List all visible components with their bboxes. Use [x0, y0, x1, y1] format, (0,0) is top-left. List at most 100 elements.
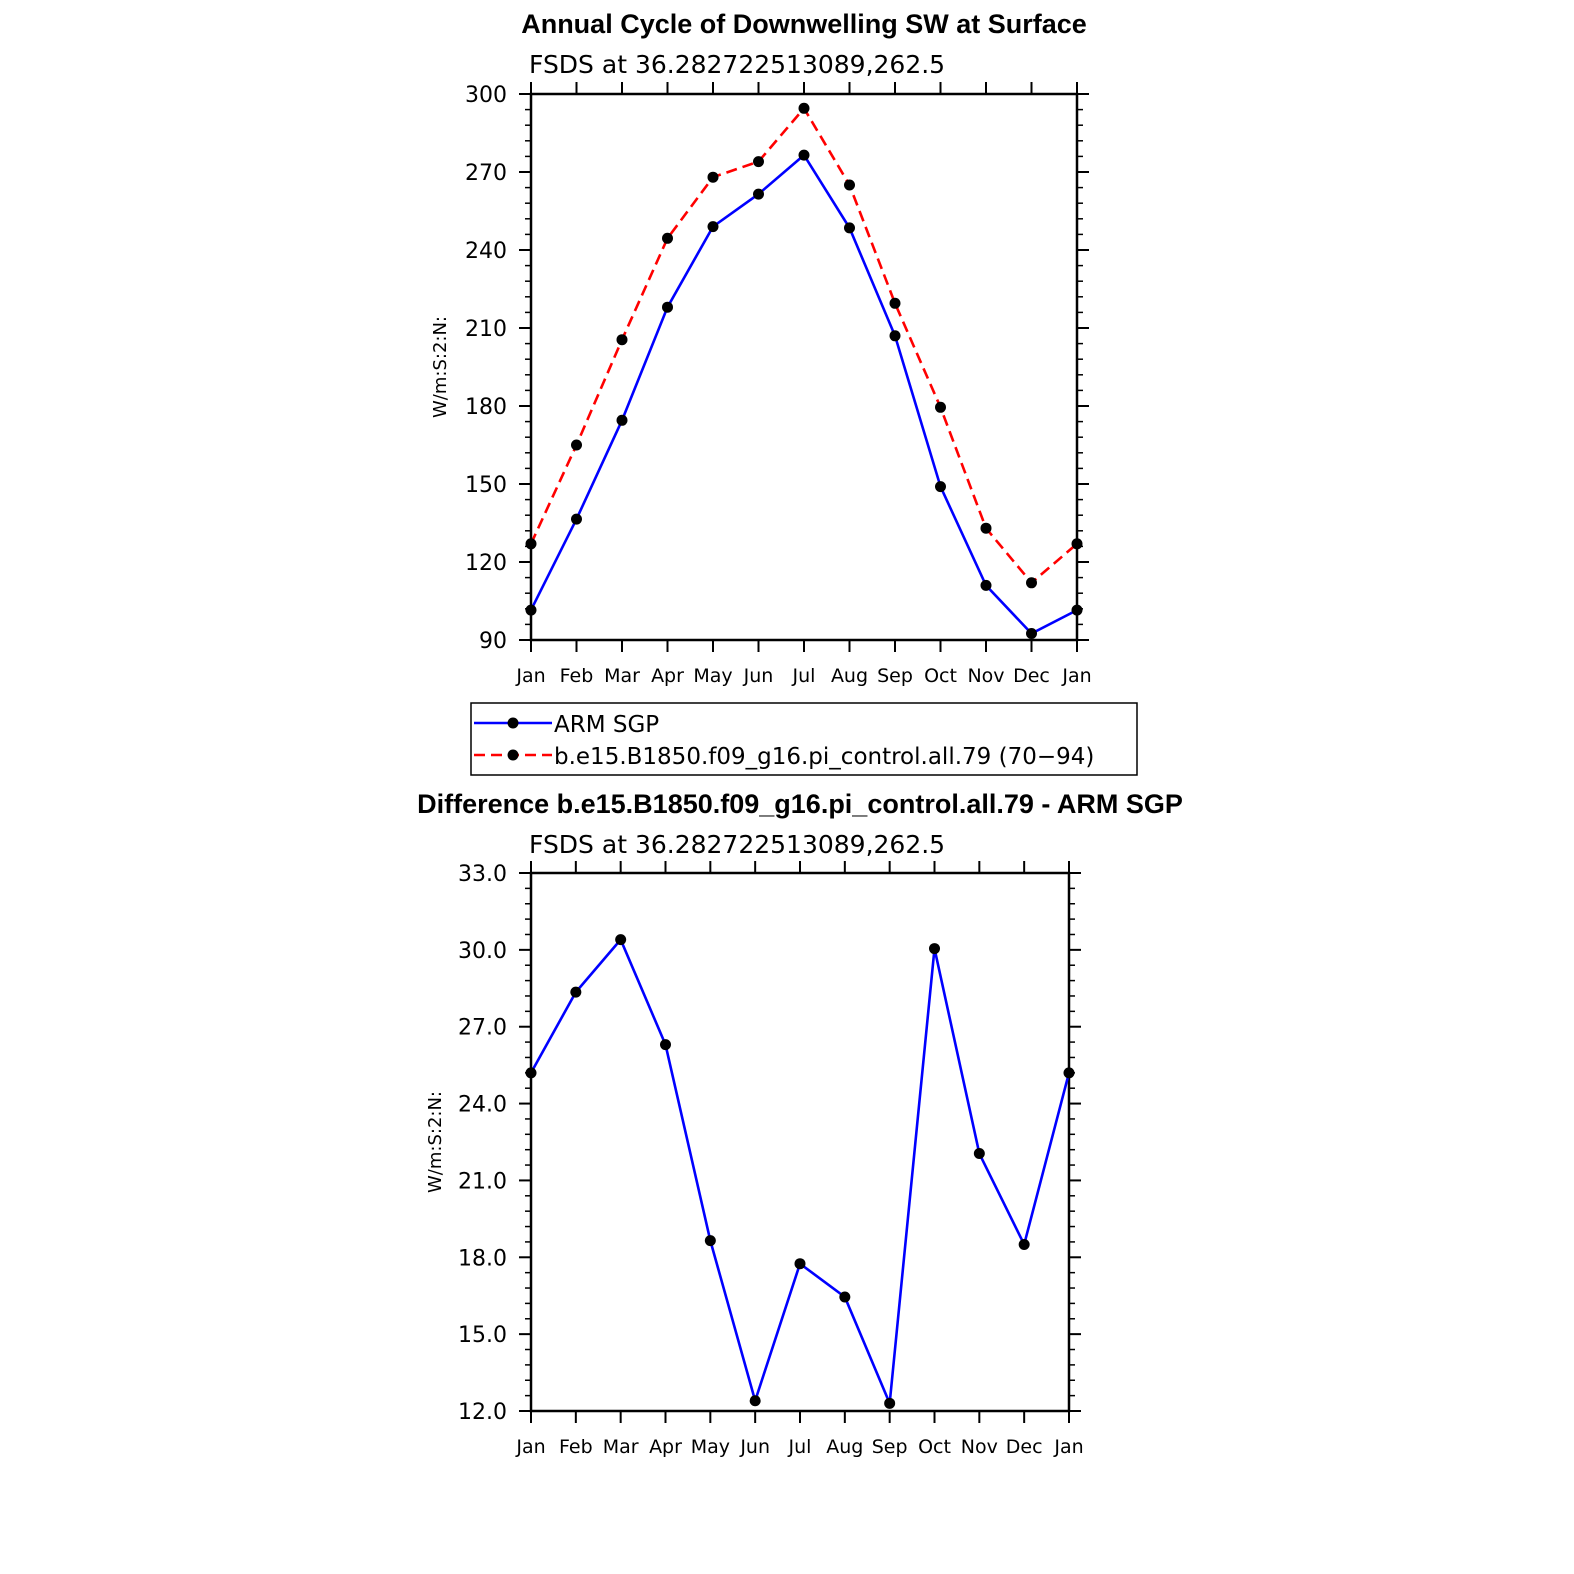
data-point-s1: [707, 221, 719, 233]
data-point-s2: [1071, 538, 1083, 550]
x-tick-label: Apr: [649, 1436, 682, 1458]
chart-subtitle: FSDS at 36.282722513089,262.5: [529, 830, 945, 859]
legend-swatch-marker-2: [507, 749, 519, 761]
y-tick-label: 30.0: [458, 939, 507, 964]
x-tick-label: Jan: [1061, 665, 1091, 687]
data-point-s2: [889, 297, 901, 309]
data-point-s1: [1071, 604, 1083, 616]
data-point-s1: [935, 481, 946, 493]
data-point-s1: [1018, 1238, 1030, 1250]
x-tick-label: Aug: [831, 665, 868, 687]
x-tick-label: Apr: [651, 665, 684, 687]
data-point-s1: [973, 1148, 985, 1160]
data-point-s1: [662, 301, 673, 313]
data-point-s1: [844, 222, 855, 234]
x-tick-label: Jun: [743, 665, 774, 687]
data-point-s1: [525, 604, 537, 616]
x-tick-label: Mar: [603, 1436, 639, 1458]
x-tick-label: Jan: [515, 1436, 545, 1458]
x-tick-label: Feb: [559, 1436, 593, 1458]
data-point-s2: [616, 334, 628, 346]
chart-subtitle: FSDS at 36.282722513089,262.5: [529, 50, 945, 79]
chart-panel-2: Difference b.e15.B1850.f09_g16.pi_contro…: [417, 789, 1183, 1458]
data-point-s1: [1063, 1067, 1075, 1079]
x-tick-label: May: [691, 1436, 730, 1458]
data-point-s1: [749, 1395, 761, 1407]
x-tick-label: Oct: [918, 1436, 951, 1458]
x-tick-label: Mar: [604, 665, 640, 687]
chart-title: Annual Cycle of Downwelling SW at Surfac…: [521, 9, 1087, 39]
series-line-1: [529, 153, 1078, 636]
x-tick-label: Jul: [792, 665, 816, 687]
x-tick-label: Jul: [788, 1436, 812, 1458]
x-tick-label: Aug: [826, 1436, 863, 1458]
data-point-s2: [525, 538, 537, 550]
plot-frame: [529, 871, 1071, 1413]
y-tick-label: 21.0: [458, 1169, 507, 1194]
data-point-s1: [798, 149, 810, 161]
data-point-s1: [616, 414, 628, 426]
y-axis-label: W/m:S:2:N:: [430, 316, 451, 418]
data-point-s1: [839, 1291, 851, 1303]
legend: ARM SGP b.e15.B1850.f09_g16.pi_control.al…: [470, 702, 1138, 776]
data-point-s2: [753, 156, 764, 168]
chart-panel-1: Annual Cycle of Downwelling SW at Surfac…: [430, 9, 1138, 776]
data-point-s2: [980, 522, 992, 534]
x-tick-label: Jan: [515, 665, 545, 687]
y-axis-label: W/m:S:2:N:: [425, 1091, 446, 1193]
x-tick-label: May: [693, 665, 732, 687]
y-tick-label: 12.0: [458, 1400, 507, 1425]
x-tick-label: Jun: [739, 1436, 770, 1458]
legend-entry-2: b.e15.B1850.f09_g16.pi_control.all.79 (7…: [554, 744, 1094, 770]
data-point-s1: [884, 1397, 896, 1409]
y-tick-label: 120: [465, 551, 507, 576]
y-tick-label: 180: [465, 395, 507, 420]
data-point-s2: [798, 102, 810, 114]
y-tick-label: 24.0: [458, 1093, 507, 1118]
data-point-s1: [1026, 628, 1037, 639]
x-tick-label: Dec: [1006, 1436, 1043, 1458]
y-tick-label: 270: [465, 161, 507, 186]
data-point-s2: [571, 439, 582, 451]
x-tick-label: Jan: [1053, 1436, 1083, 1458]
x-tick-label: Oct: [924, 665, 957, 687]
y-tick-label: 27.0: [458, 1016, 507, 1041]
data-point-s1: [615, 934, 627, 946]
x-tick-label: Sep: [872, 1436, 908, 1458]
y-tick-label: 18.0: [458, 1246, 507, 1271]
y-tick-label: 210: [465, 317, 507, 342]
legend-box: [470, 702, 1138, 776]
y-tick-label: 90: [479, 629, 507, 654]
data-point-s2: [707, 171, 719, 183]
data-point-s1: [753, 188, 764, 200]
y-tick-label: 15.0: [458, 1323, 507, 1348]
y-tick-label: 240: [465, 239, 507, 264]
data-point-s1: [704, 1235, 716, 1247]
series-line-2: [529, 106, 1078, 585]
data-point-s2: [662, 232, 673, 244]
x-tick-label: Sep: [877, 665, 913, 687]
x-tick-label: Nov: [967, 665, 1004, 687]
y-tick-label: 150: [465, 473, 507, 498]
data-point-s2: [844, 179, 855, 191]
x-tick-label: Feb: [560, 665, 594, 687]
plot-frame: [529, 92, 1079, 642]
legend-entry-1: ARM SGP: [554, 712, 659, 738]
x-tick-label: Dec: [1013, 665, 1050, 687]
y-tick-label: 33.0: [458, 862, 507, 887]
chart-title: Difference b.e15.B1850.f09_g16.pi_contro…: [417, 789, 1183, 819]
data-point-s1: [980, 579, 992, 591]
data-point-s2: [935, 401, 946, 413]
data-point-s1: [570, 986, 582, 998]
data-point-s1: [571, 513, 582, 525]
y-tick-label: 300: [465, 83, 507, 108]
data-point-s1: [660, 1039, 671, 1051]
data-point-s1: [794, 1258, 806, 1270]
data-point-s1: [929, 943, 940, 955]
series-line-1: [529, 937, 1071, 1406]
data-point-s2: [1026, 577, 1037, 589]
x-tick-label: Nov: [961, 1436, 998, 1458]
data-point-s1: [525, 1067, 537, 1079]
data-point-s1: [889, 330, 901, 342]
